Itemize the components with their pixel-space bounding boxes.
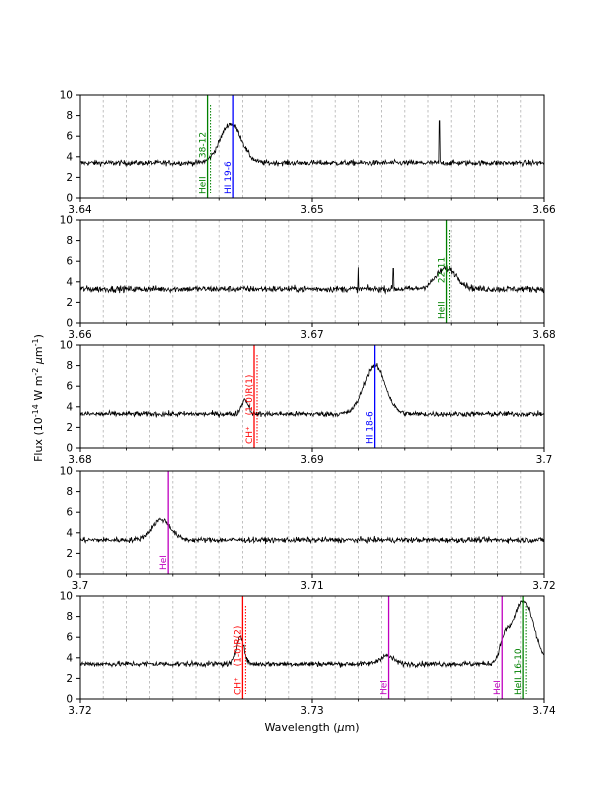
line-label: HeII (438, 301, 448, 319)
x-tick-label: 3.69 (300, 454, 323, 466)
y-tick-label: 6 (66, 632, 73, 644)
line-label: HeII (199, 176, 209, 194)
line-label-transition: (1-0)R(1) (245, 375, 255, 416)
y-axis-label: Flux (10-14 W m-2 μm-1) (31, 334, 46, 462)
panel-3: CH⁺ (1-0)R(1) HI 18-6 0 2 4 6 8 10 3.68 3.69 3.7 (60, 340, 553, 467)
y-tick-label: 4 (66, 401, 73, 413)
y-tick-label: 2 (66, 548, 73, 560)
y-tick-label: 6 (66, 131, 73, 143)
y-tick-label: 4 (66, 151, 73, 163)
spectrum-trace (79, 600, 545, 669)
y-tick-label: 8 (66, 611, 73, 623)
line-label: HeII 16-10 (514, 648, 524, 695)
line-label: HI 18-6 (366, 411, 376, 444)
y-tick-label: 8 (66, 360, 73, 372)
x-tick-label: 3.66 (532, 204, 556, 216)
y-tick-label: 10 (60, 215, 73, 227)
y-tick-label: 8 (66, 235, 73, 247)
y-tick-label: 6 (66, 256, 73, 268)
y-tick-label: 6 (66, 507, 73, 519)
y-tick-label: 0 (66, 193, 73, 205)
y-tick-label: 2 (66, 172, 73, 184)
y-tick-label: 6 (66, 381, 73, 393)
y-tick-label: 10 (60, 591, 73, 603)
x-tick-label: 3.71 (300, 580, 323, 592)
y-tick-label: 10 (60, 340, 73, 352)
x-tick-label: 3.7 (72, 580, 89, 592)
panel-1: HeII 38-12 HI 19-6 0 2 4 6 8 10 3.64 3.65 3.66 (60, 90, 556, 217)
x-tick-label: 3.65 (300, 204, 323, 216)
x-tick-label: 3.68 (68, 454, 91, 466)
line-label: HI 19-6 (224, 161, 234, 194)
x-axis-label: Wavelength (μm) (264, 721, 359, 734)
y-tick-label: 4 (66, 276, 73, 288)
x-tick-label: 3.66 (68, 329, 92, 341)
line-label-transition: 38-12 (199, 132, 209, 158)
x-tick-label: 3.64 (68, 204, 92, 216)
line-label: HeI (380, 680, 390, 695)
y-tick-label: 10 (60, 466, 73, 478)
line-label: CH⁺ (233, 677, 243, 695)
spectrum-trace (79, 517, 545, 545)
y-tick-label: 8 (66, 486, 73, 498)
x-tick-label: 3.74 (532, 705, 556, 717)
line-label-transition: 22-11 (438, 257, 448, 283)
x-tick-label: 3.7 (536, 454, 553, 466)
y-tick-label: 0 (66, 443, 73, 455)
x-tick-label: 3.67 (300, 329, 323, 341)
spectrum-trace (79, 264, 545, 295)
x-tick-label: 3.73 (300, 705, 323, 717)
y-tick-label: 2 (66, 297, 73, 309)
y-tick-label: 2 (66, 422, 73, 434)
y-tick-label: 4 (66, 652, 73, 664)
panel-2: HeII 22-11 0 2 4 6 8 10 3.66 3.67 3.68 (60, 215, 556, 342)
line-label: CH⁺ (245, 426, 255, 444)
y-tick-label: 10 (60, 90, 73, 102)
line-label: HeI (159, 555, 169, 570)
x-tick-label: 3.72 (532, 580, 555, 592)
y-tick-label: 4 (66, 527, 73, 539)
line-label-transition: (1-0)R(2) (233, 626, 243, 667)
panel-5: CH⁺ (1-0)R(2) HeI HeI HeII 16-10 0 2 4 6 8 10 3.72 3… (60, 591, 556, 718)
x-tick-label: 3.68 (532, 329, 555, 341)
y-tick-label: 0 (66, 318, 73, 330)
spectrum-trace (79, 120, 545, 168)
y-tick-label: 0 (66, 694, 73, 706)
y-tick-label: 0 (66, 569, 73, 581)
x-tick-label: 3.72 (68, 705, 91, 717)
panel-4: HeI 0 2 4 6 8 10 3.7 3.71 3.72 (60, 466, 556, 593)
y-tick-label: 2 (66, 673, 73, 685)
spectrum-trace (79, 362, 545, 419)
y-tick-label: 8 (66, 110, 73, 122)
line-label: HeI (493, 680, 503, 695)
